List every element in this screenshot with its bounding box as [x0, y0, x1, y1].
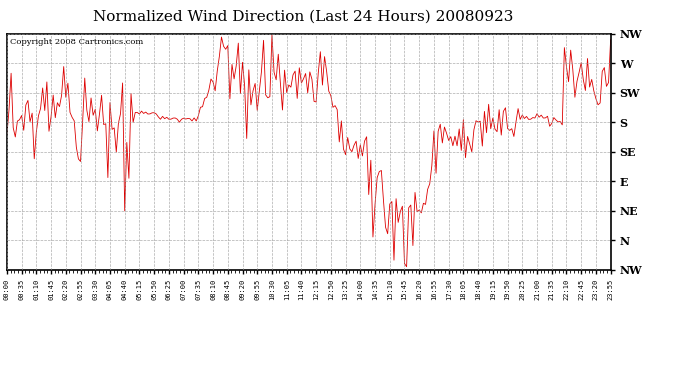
Text: Copyright 2008 Cartronics.com: Copyright 2008 Cartronics.com — [10, 39, 143, 46]
Text: Normalized Wind Direction (Last 24 Hours) 20080923: Normalized Wind Direction (Last 24 Hours… — [93, 9, 514, 23]
